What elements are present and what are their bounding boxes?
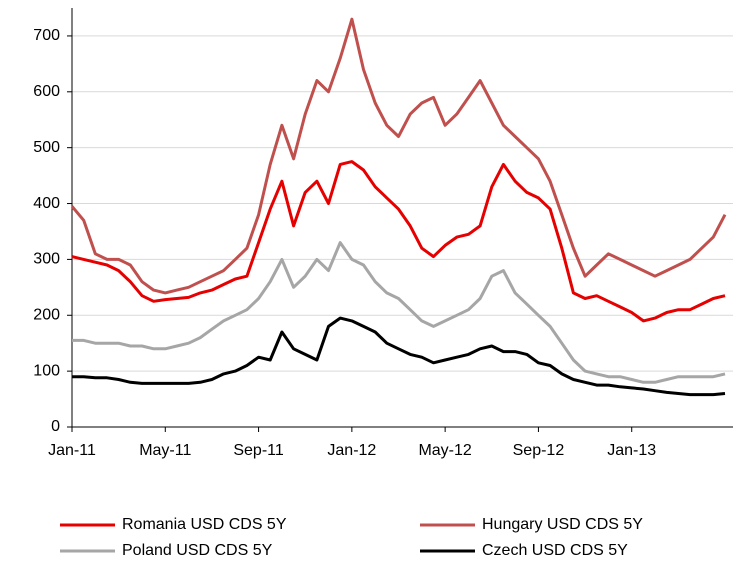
- y-tick-label: 100: [33, 362, 60, 379]
- y-tick-label: 200: [33, 306, 60, 323]
- y-tick-label: 600: [33, 83, 60, 100]
- legend-label: Romania USD CDS 5Y: [122, 516, 287, 533]
- series-line: [72, 316, 726, 397]
- x-tick-label: Sep-12: [513, 442, 565, 459]
- legend-label: Czech USD CDS 5Y: [482, 542, 628, 559]
- y-tick-label: 500: [33, 139, 60, 156]
- x-tick-label: May-11: [139, 442, 191, 459]
- y-tick-label: 300: [33, 251, 60, 268]
- y-tick-label: 700: [33, 27, 60, 44]
- series-line: [70, 17, 727, 295]
- legend-label: Hungary USD CDS 5Y: [482, 516, 643, 533]
- legend-label: Poland USD CDS 5Y: [122, 542, 273, 559]
- y-tick-label: 400: [33, 195, 60, 212]
- x-tick-label: Jan-12: [327, 442, 376, 459]
- x-tick-label: Jan-13: [607, 442, 656, 459]
- series-line: [72, 241, 726, 384]
- series-line: [71, 160, 726, 323]
- x-tick-label: May-12: [418, 442, 471, 459]
- x-tick-label: Sep-11: [233, 442, 284, 459]
- y-tick-label: 0: [51, 418, 60, 435]
- x-tick-label: Jan-11: [48, 442, 96, 459]
